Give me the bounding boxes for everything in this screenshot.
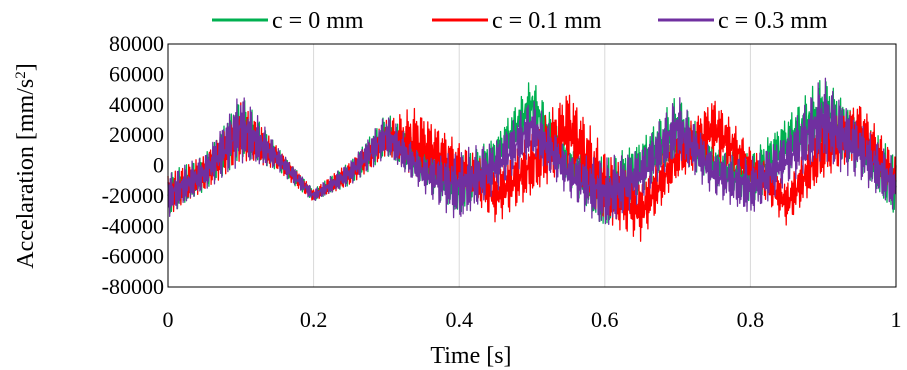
- y-tick-label: 40000: [109, 92, 164, 117]
- y-tick-label: 20000: [109, 122, 164, 147]
- y-tick-label: 0: [153, 153, 164, 178]
- legend-label: c = 0 mm: [272, 8, 364, 34]
- y-tick-label: -20000: [102, 183, 164, 208]
- series-line-2: [167, 77, 897, 226]
- y-axis-title-end: ]: [13, 63, 39, 71]
- y-tick-label: -80000: [102, 274, 164, 299]
- y-tick-label: -60000: [102, 244, 164, 269]
- x-tick-label: 0: [163, 307, 174, 332]
- legend: c = 0 mm c = 0.1 mm c = 0.3 mm: [212, 8, 828, 34]
- x-tick-labels: 0 0.2 0.4 0.6 0.8 1: [163, 307, 902, 332]
- series-lines: [167, 77, 897, 242]
- y-axis-title-sup: 2: [13, 71, 29, 79]
- x-tick-label: 0.6: [591, 307, 619, 332]
- y-tick-label: -40000: [102, 213, 164, 238]
- x-tick-label: 0.4: [445, 307, 473, 332]
- y-axis-title-main: Accelaration [mm/s: [13, 79, 39, 269]
- legend-label: c = 0.3 mm: [718, 8, 828, 34]
- plot-area-frame: [167, 43, 897, 288]
- x-axis-title: Time [s]: [430, 343, 511, 369]
- legend-label: c = 0.1 mm: [492, 8, 602, 34]
- y-tick-label: 60000: [109, 61, 164, 86]
- y-axis-title: Accelaration [mm/s2]: [13, 63, 39, 268]
- y-tick-label: 80000: [109, 31, 164, 56]
- x-tick-label: 0.8: [737, 307, 765, 332]
- y-tick-labels: 80000 60000 40000 20000 0 -20000 -40000 -60000 -…: [102, 31, 164, 299]
- x-tick-label: 1: [891, 307, 902, 332]
- x-tick-label: 0.2: [300, 307, 328, 332]
